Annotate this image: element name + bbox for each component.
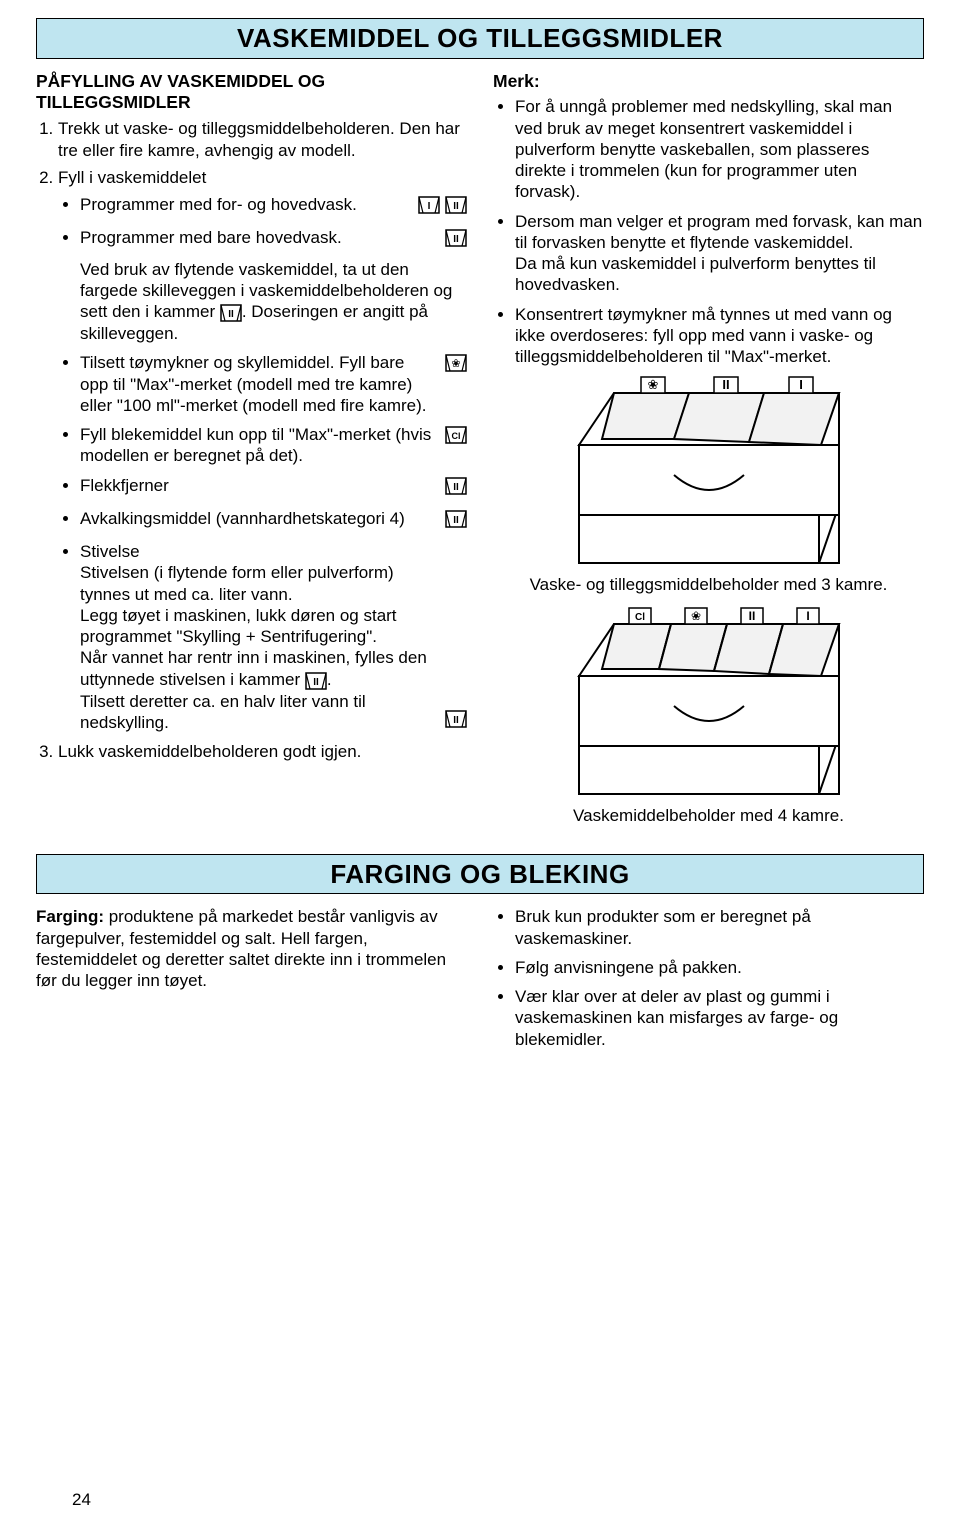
bullet-1-symbols: I II <box>418 194 467 219</box>
drawer-4-diagram: Cl ❀ II I <box>559 606 859 801</box>
bullet-3-text: Ved bruk av flytende vaskemiddel, ta ut … <box>80 259 467 345</box>
section1-columns: PÅFYLLING AV VASKEMIDDEL OG TILLEGGSMIDL… <box>36 71 924 836</box>
bullet-8-symbols: II <box>445 708 467 733</box>
bullet-5: Fyll blekemiddel kun opp til "Max"-merke… <box>80 424 467 467</box>
compartment-II-icon: II <box>445 196 467 219</box>
step-1: Trekk ut vaske- og tilleggsmiddelbeholde… <box>58 118 467 161</box>
bullet-1-text: Programmer med for- og hovedvask. <box>80 194 408 215</box>
section2-right: Bruk kun produkter som er beregnet på va… <box>493 906 924 1058</box>
merk-2: Dersom man velger et program med forvask… <box>515 211 924 296</box>
compartment-I-icon: I <box>418 196 440 219</box>
section1-right: Merk: For å unngå problemer med nedskyll… <box>493 71 924 836</box>
s2-r1: Bruk kun produkter som er beregnet på va… <box>515 906 924 949</box>
section2-left-text: Farging: produktene på markedet består v… <box>36 906 467 991</box>
compartment-flower-icon: ❀ <box>445 354 467 377</box>
svg-text:II: II <box>722 377 729 392</box>
svg-text:I: I <box>799 377 803 392</box>
step2-bullets: Programmer med for- og hovedvask. I II P… <box>58 194 467 733</box>
section2-columns: Farging: produktene på markedet består v… <box>36 906 924 1058</box>
section2-right-bullets: Bruk kun produkter som er beregnet på va… <box>493 906 924 1050</box>
svg-text:Cl: Cl <box>635 612 645 623</box>
compartment-II-icon: II <box>445 710 467 733</box>
merk-3: Konsentrert tøymykner må tynnes ut med v… <box>515 304 924 368</box>
svg-text:II: II <box>453 482 459 493</box>
section2-title: FARGING OG BLEKING <box>37 858 923 891</box>
bullet-6-text: Flekkfjerner <box>80 475 435 496</box>
bullet-1: Programmer med for- og hovedvask. I II <box>80 194 467 219</box>
merk-1: For å unngå problemer med nedskylling, s… <box>515 96 924 202</box>
compartment-Cl-icon: Cl <box>445 426 467 449</box>
merk-bullets: For å unngå problemer med nedskylling, s… <box>493 96 924 367</box>
bullet-7: Avkalkingsmiddel (vannhardhetskategori 4… <box>80 508 467 533</box>
svg-text:Cl: Cl <box>452 431 461 441</box>
figure-drawer-3: ❀ II I Vaske- og tilleggsmiddelbeholder … <box>493 375 924 595</box>
svg-text:II: II <box>453 234 459 245</box>
left-heading: PÅFYLLING AV VASKEMIDDEL OG TILLEGGSMIDL… <box>36 71 467 115</box>
drawer-3-diagram: ❀ II I <box>559 375 859 570</box>
svg-text:II: II <box>748 609 755 623</box>
svg-text:❀: ❀ <box>451 358 460 370</box>
svg-text:II: II <box>228 309 234 320</box>
section-title: VASKEMIDDEL OG TILLEGGSMIDLER <box>37 22 923 55</box>
section2-title-box: FARGING OG BLEKING <box>36 854 924 895</box>
bullet-6: Flekkfjerner II <box>80 475 467 500</box>
step-3: Lukk vaskemiddelbeholderen godt igjen. <box>58 741 467 762</box>
compartment-II-icon: II <box>445 229 467 252</box>
bullet-4: Tilsett tøymykner og skyllemiddel. Fyll … <box>80 352 467 416</box>
bullet-2-symbols: II <box>445 227 467 252</box>
bullet-7-text: Avkalkingsmiddel (vannhardhetskategori 4… <box>80 508 435 529</box>
svg-text:❀: ❀ <box>690 609 700 623</box>
farging-bold: Farging: <box>36 907 104 926</box>
bullet-4-symbols: ❀ <box>445 352 467 377</box>
bullet-4-text: Tilsett tøymykner og skyllemiddel. Fyll … <box>80 352 435 416</box>
section1-left: PÅFYLLING AV VASKEMIDDEL OG TILLEGGSMIDL… <box>36 71 467 836</box>
compartment-II-icon: II <box>445 510 467 533</box>
svg-text:II: II <box>453 201 459 212</box>
step2-lead: Fyll i vaskemiddelet <box>58 168 206 187</box>
bullet-2-text: Programmer med bare hovedvask. <box>80 227 435 248</box>
svg-text:II: II <box>453 515 459 526</box>
svg-text:I: I <box>806 609 809 623</box>
compartment-II-icon: II <box>445 477 467 500</box>
figure-drawer-4: Cl ❀ II I Vaskemiddelbeholder med 4 kamr… <box>493 606 924 826</box>
bullet-2: Programmer med bare hovedvask. II Ved br… <box>80 227 467 344</box>
svg-text:II: II <box>453 715 459 726</box>
steps-list: Trekk ut vaske- og tilleggsmiddelbeholde… <box>36 118 467 762</box>
section-title-box: VASKEMIDDEL OG TILLEGGSMIDLER <box>36 18 924 59</box>
bullet-5-text: Fyll blekemiddel kun opp til "Max"-merke… <box>80 424 435 467</box>
compartment-II-icon: II <box>220 302 242 323</box>
figure2-caption: Vaskemiddelbeholder med 4 kamre. <box>493 805 924 826</box>
s2-r3: Vær klar over at deler av plast og gummi… <box>515 986 924 1050</box>
svg-text:❀: ❀ <box>647 377 658 392</box>
svg-text:II: II <box>313 677 319 688</box>
svg-text:I: I <box>428 201 431 212</box>
bullet-8-text: StivelseStivelsen (i flytende form eller… <box>80 541 435 733</box>
s2-r2: Følg anvisningene på pakken. <box>515 957 924 978</box>
figure1-caption: Vaske- og tilleggsmiddelbeholder med 3 k… <box>493 574 924 595</box>
bullet-5-symbols: Cl <box>445 424 467 449</box>
compartment-II-icon: II <box>305 670 327 691</box>
merk-heading: Merk: <box>493 71 924 93</box>
section2-left: Farging: produktene på markedet består v… <box>36 906 467 1058</box>
bullet-6-symbols: II <box>445 475 467 500</box>
bullet-8: StivelseStivelsen (i flytende form eller… <box>80 541 467 733</box>
step-2: Fyll i vaskemiddelet Programmer med for-… <box>58 167 467 734</box>
bullet-7-symbols: II <box>445 508 467 533</box>
page-number: 24 <box>72 1489 91 1510</box>
